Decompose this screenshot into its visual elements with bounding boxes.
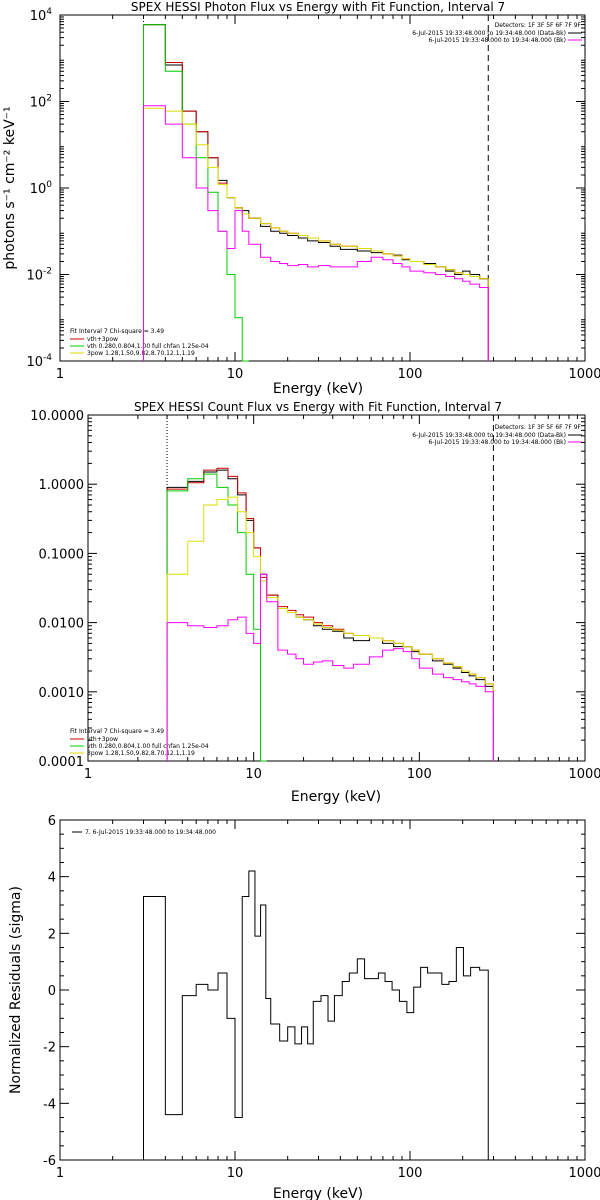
photon-y-axis-label: photons s⁻¹ cm⁻² keV⁻¹ xyxy=(2,106,18,269)
photon-x-axis-label: Energy (keV) xyxy=(273,381,363,397)
photon-series-3-step-line xyxy=(142,107,489,361)
count-y-tick-label: 0.1000 xyxy=(39,547,85,562)
count-series-0-step-line xyxy=(166,469,494,761)
count-x-tick-label: 1 xyxy=(84,767,92,782)
photon-detectors-label: Detectors: 1F 3F 5F 6F 7F 9F xyxy=(495,22,582,29)
count-detectors-label: Detectors: 1F 3F 5F 6F 7F 9F xyxy=(495,424,582,431)
count-series-1-step-line xyxy=(166,467,494,761)
residuals-legend: 7. 6-Jul-2015 19:33:48.000 to 19:34:48.0… xyxy=(72,829,216,836)
residuals-x-tick-label: 1000 xyxy=(568,1166,600,1181)
photon-y-tick-label: 104 xyxy=(30,7,53,24)
photon-x-tick-label: 1000 xyxy=(568,367,600,382)
count-y-tick-label: 10.0000 xyxy=(30,409,84,424)
count-legend-bk: 6-Jul-2015 19:33:48.000 to 19:34:48.000 … xyxy=(428,439,566,446)
photon-fit-vth3pow-label: vth+3pow xyxy=(87,336,118,343)
photon-x-tick-label: 1 xyxy=(56,367,64,382)
residuals-y-tick-label: 6 xyxy=(48,814,56,829)
photon-legend-data-bk: 6-Jul-2015 19:33:48.000 to 19:34:48.000 … xyxy=(412,30,566,37)
photon-legend-top-right: Detectors: 1F 3F 5F 6F 7F 9F 6-Jul-2015 … xyxy=(412,22,582,44)
count-series-4-step-line xyxy=(166,573,494,761)
count-fit-3pow-label: 3pow 1.28,1.50,9.82,8.70,12.1,1.19 xyxy=(87,750,195,757)
count-x-tick-label: 1000 xyxy=(568,767,600,782)
photon-flux-title: SPEX HESSI Photon Flux vs Energy with Fi… xyxy=(131,0,505,14)
count-flux-panel: SPEX HESSI Count Flux vs Energy with Fit… xyxy=(30,400,600,805)
photon-plot-frame xyxy=(59,14,586,362)
count-y-tick-label: 1.0000 xyxy=(39,478,85,493)
count-y-tick-label: 0.0100 xyxy=(39,617,85,632)
residuals-legend-label: 7. 6-Jul-2015 19:33:48.000 to 19:34:48.0… xyxy=(85,829,216,836)
photon-x-tick-label: 100 xyxy=(398,367,423,382)
residuals-x-tick-label: 100 xyxy=(398,1166,423,1181)
residuals-y-tick-label: -4 xyxy=(43,1097,56,1112)
count-fit-interval-label: Fit Interval 7 Chi-square = 3.49 xyxy=(70,728,164,735)
residuals-series-0-step-line xyxy=(142,870,489,1160)
photon-y-tick-label: 100 xyxy=(30,180,53,197)
photon-y-tick-label: 10-4 xyxy=(26,353,52,370)
residuals-y-tick-label: -2 xyxy=(43,1041,56,1056)
residuals-y-tick-label: -6 xyxy=(43,1154,56,1169)
photon-series-2-step-line xyxy=(142,24,249,362)
photon-x-tick-label: 10 xyxy=(227,367,244,382)
count-y-tick-label: 0.0010 xyxy=(39,686,85,701)
photon-legend-bottom-left: Fit Interval 7 Chi-square = 3.49 vth+3po… xyxy=(70,328,209,357)
residuals-x-axis-label: Energy (keV) xyxy=(273,1186,363,1200)
photon-series-0-step-line xyxy=(142,24,489,361)
count-legend-bottom-left: Fit Interval 7 Chi-square = 3.49 vth+3po… xyxy=(70,728,209,757)
photon-legend-bk: 6-Jul-2015 19:33:48.000 to 19:34:48.000 … xyxy=(428,37,566,44)
count-x-axis-label: Energy (keV) xyxy=(291,789,381,805)
residuals-y-axis-label: Normalized Residuals (sigma) xyxy=(8,886,24,1094)
photon-y-tick-label: 10-2 xyxy=(26,267,52,284)
count-y-tick-label: 0.0001 xyxy=(39,755,85,770)
residuals-y-tick-label: 0 xyxy=(48,984,56,999)
residuals-panel: Energy (keV) Normalized Residuals (sigma… xyxy=(8,814,600,1200)
residuals-x-tick-label: 10 xyxy=(227,1166,244,1181)
count-x-tick-label: 100 xyxy=(407,767,432,782)
residuals-plot-frame xyxy=(59,819,586,1161)
count-series-3-step-line xyxy=(166,496,494,761)
photon-fit-vth-label: vth 0.280,0.804,1.00 full chfan 1.25e-04 xyxy=(87,343,209,350)
count-legend-data-bk: 6-Jul-2015 19:33:48.000 to 19:34:48.000 … xyxy=(412,432,566,439)
residuals-y-tick-label: 2 xyxy=(48,927,56,942)
count-fit-vth-label: vth 0.280,0.804,1.00 full chfan 1.25e-04 xyxy=(87,743,209,750)
photon-y-tick-label: 102 xyxy=(30,94,52,111)
residuals-y-tick-label: 4 xyxy=(48,871,56,886)
count-x-tick-label: 10 xyxy=(245,767,262,782)
residuals-x-tick-label: 1 xyxy=(56,1166,64,1181)
photon-fit-3pow-label: 3pow 1.28,1.50,9.82,8.70,12.1,1.19 xyxy=(87,350,195,357)
photon-series-1-step-line xyxy=(142,24,489,361)
count-legend-top-right: Detectors: 1F 3F 5F 6F 7F 9F 6-Jul-2015 … xyxy=(412,424,582,446)
photon-fit-interval-label: Fit Interval 7 Chi-square = 3.49 xyxy=(70,328,164,335)
count-flux-title: SPEX HESSI Count Flux vs Energy with Fit… xyxy=(134,400,502,414)
photon-series-4-step-line xyxy=(142,105,489,361)
count-plot-frame xyxy=(87,414,586,762)
photon-flux-panel: SPEX HESSI Photon Flux vs Energy with Fi… xyxy=(2,0,600,397)
count-series-2-step-line xyxy=(166,473,267,762)
count-fit-vth3pow-label: vth+3pow xyxy=(87,736,118,743)
